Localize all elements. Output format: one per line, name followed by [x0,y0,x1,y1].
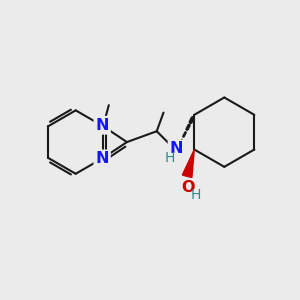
Text: H: H [191,188,201,202]
Polygon shape [182,149,194,178]
Text: N: N [95,118,109,133]
Text: N: N [95,152,109,166]
Text: H: H [164,151,175,165]
Text: N: N [169,141,183,156]
Text: O: O [181,180,195,195]
